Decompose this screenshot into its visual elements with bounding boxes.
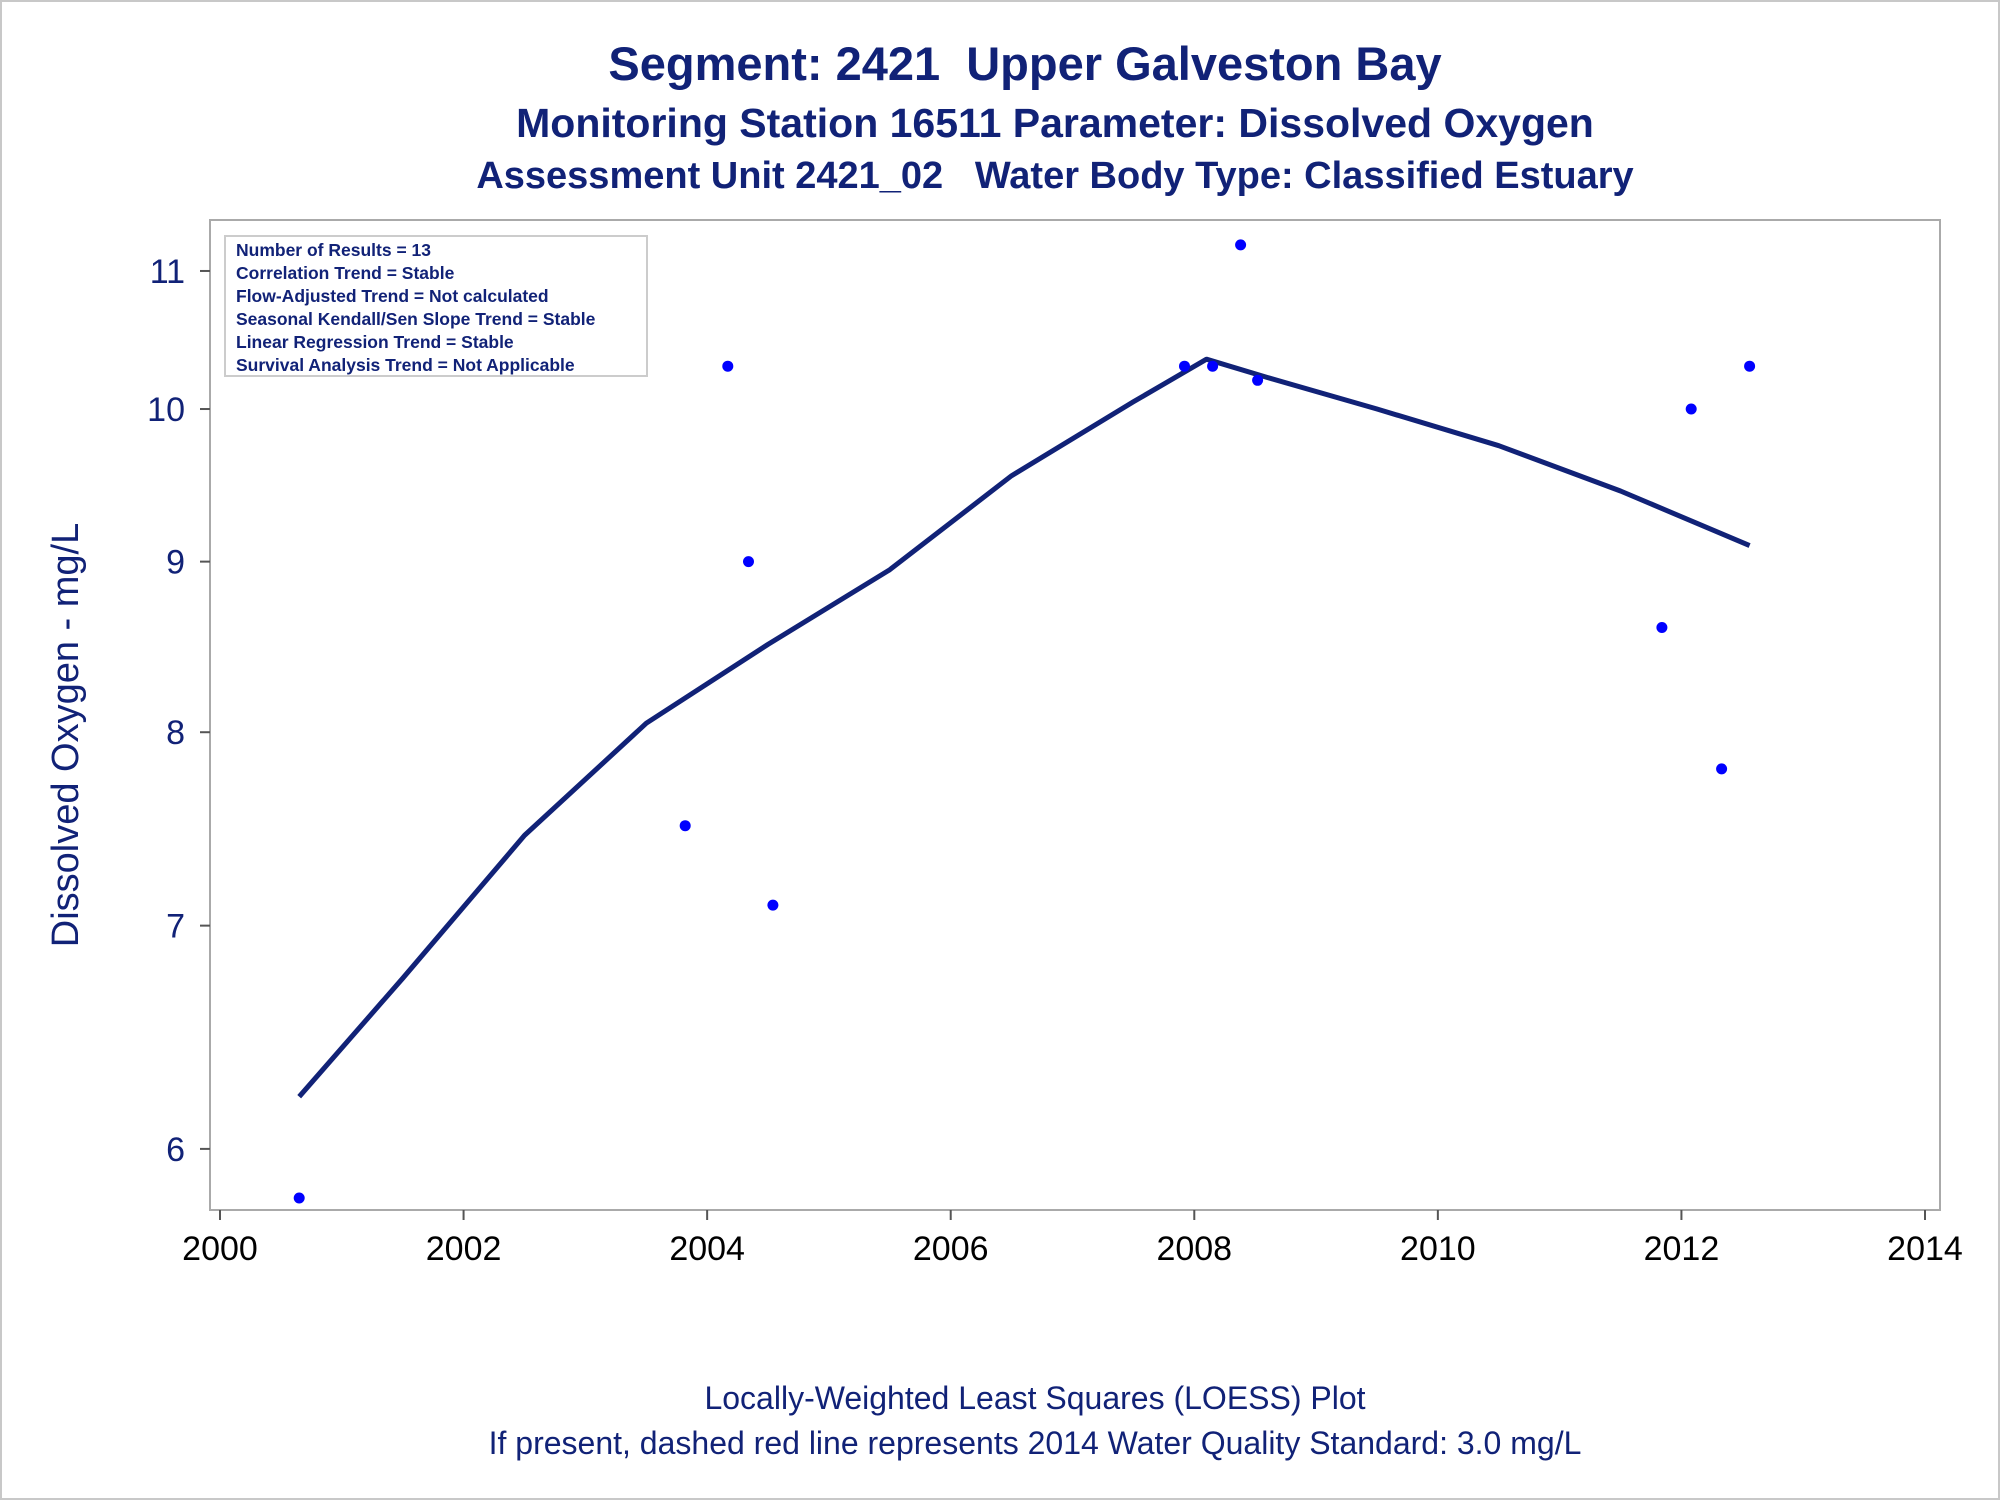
data-point <box>1685 403 1697 415</box>
data-point <box>743 556 754 568</box>
data-point <box>767 899 779 911</box>
chart-title: Segment: 2421 Upper Galveston Bay <box>608 37 1442 90</box>
stats-legend-line: Seasonal Kendall/Sen Slope Trend = Stabl… <box>236 309 596 329</box>
x-tick-label: 2012 <box>1644 1230 1720 1268</box>
stats-legend-line: Survival Analysis Trend = Not Applicable <box>236 355 575 375</box>
scatter-series <box>293 239 1756 1204</box>
x-tick-label: 2002 <box>426 1230 502 1268</box>
y-axis: 6 7 8 9 10 11 <box>147 253 210 1169</box>
data-point <box>1235 239 1247 251</box>
stats-legend-border <box>224 235 648 377</box>
x-tick-label: 2010 <box>1400 1230 1476 1268</box>
data-point <box>293 1192 305 1204</box>
data-point <box>1179 360 1190 372</box>
chart-subtitle-assessment: Assessment Unit 2421_02 Water Body Type:… <box>476 155 1634 197</box>
y-tick-label: 8 <box>166 714 185 752</box>
stats-legend-line: Flow-Adjusted Trend = Not calculated <box>236 286 549 306</box>
data-point <box>1744 360 1756 372</box>
loess-line <box>297 356 1751 1099</box>
y-tick-label: 11 <box>150 253 185 291</box>
x-tick-label: 2014 <box>1887 1230 1963 1268</box>
x-tick-label: 2006 <box>913 1230 989 1268</box>
data-point <box>679 820 691 832</box>
y-tick-label: 6 <box>166 1131 185 1169</box>
x-tick-label: 2008 <box>1156 1230 1232 1268</box>
plot-area <box>209 219 1941 1211</box>
stats-legend-line: Correlation Trend = Stable <box>236 263 455 283</box>
stats-legend-box: Number of Results = 13 Correlation Trend … <box>224 235 648 377</box>
data-point <box>722 360 734 372</box>
footnote-standard: If present, dashed red line represents 2… <box>488 1425 1582 1461</box>
y-tick-label: 9 <box>166 544 185 582</box>
stats-legend-line: Linear Regression Trend = Stable <box>236 332 514 352</box>
footnote-loess: Locally-Weighted Least Squares (LOESS) P… <box>704 1380 1366 1416</box>
y-tick-label: 7 <box>166 908 185 946</box>
data-point <box>1716 763 1728 775</box>
y-tick-label: 10 <box>147 391 185 429</box>
x-tick-label: 2000 <box>182 1230 258 1268</box>
y-axis-label: Dissolved Oxygen - mg/L <box>45 523 87 948</box>
stats-legend-line: Number of Results = 13 <box>236 240 431 260</box>
x-axis: 2000 2002 2004 2006 2008 2010 2012 2014 <box>182 1210 1963 1268</box>
loess-series <box>297 356 1751 1099</box>
x-tick-label: 2004 <box>669 1230 745 1268</box>
data-point <box>1207 360 1219 372</box>
chart-subtitle-station: Monitoring Station 16511 Parameter: Diss… <box>516 100 1594 146</box>
data-point <box>1656 622 1668 633</box>
data-point <box>1252 374 1264 386</box>
